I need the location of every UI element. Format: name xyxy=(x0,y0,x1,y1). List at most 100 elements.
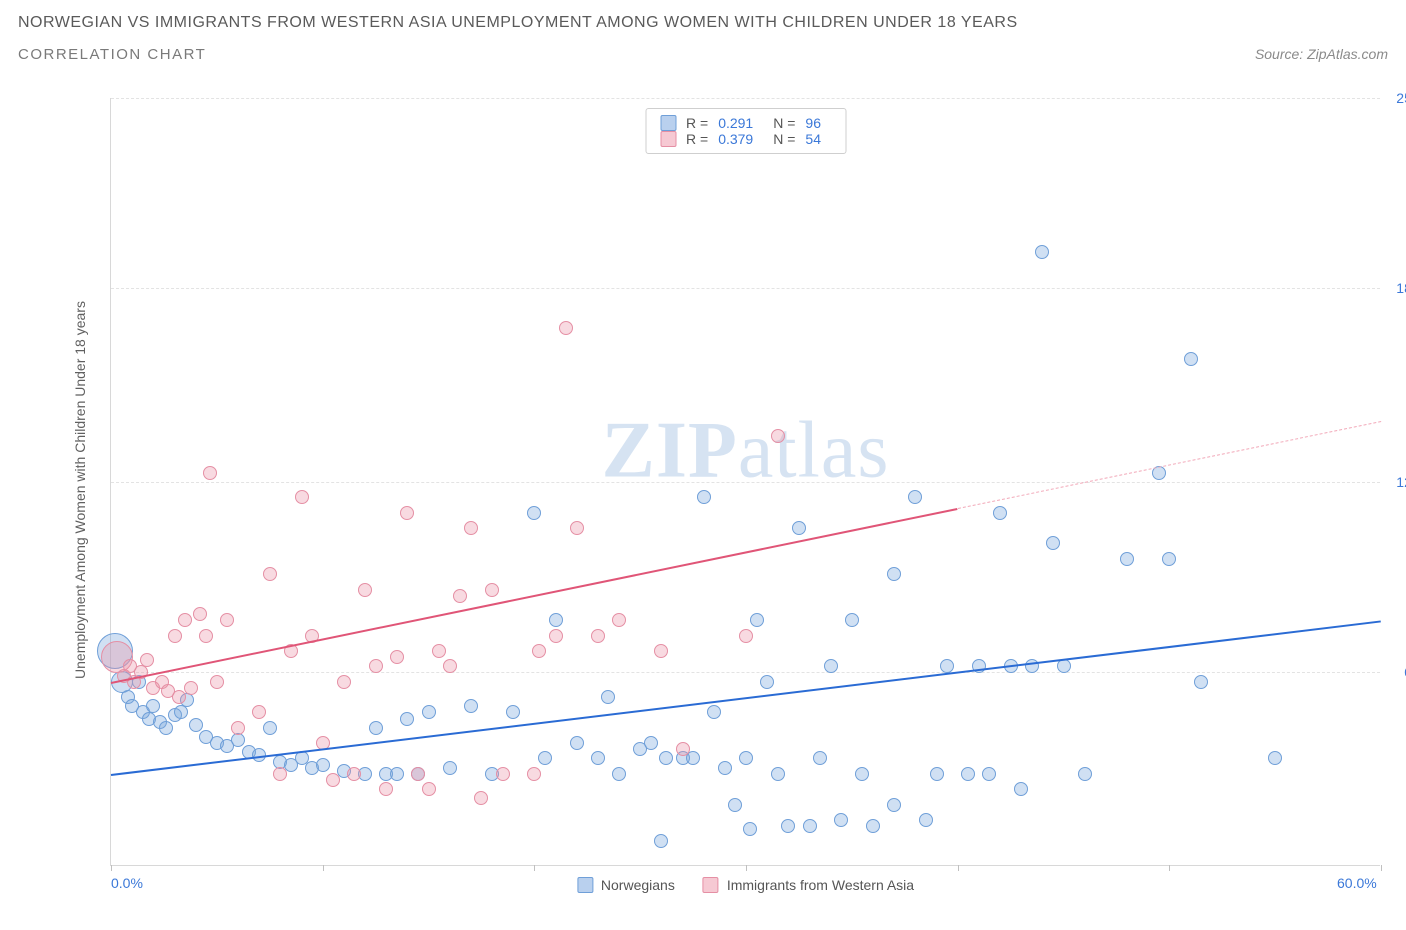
data-point xyxy=(220,613,234,627)
n-label: N = xyxy=(773,131,795,147)
x-tick-label: 60.0% xyxy=(1337,875,1377,891)
data-point xyxy=(887,798,901,812)
data-point xyxy=(347,767,361,781)
data-point xyxy=(866,819,880,833)
data-point xyxy=(453,589,467,603)
data-point xyxy=(189,718,203,732)
data-point xyxy=(591,629,605,643)
data-point xyxy=(908,490,922,504)
data-point xyxy=(263,721,277,735)
data-point xyxy=(654,644,668,658)
data-point xyxy=(337,675,351,689)
trend-line xyxy=(111,508,958,684)
x-tick-mark xyxy=(1169,865,1170,871)
data-point xyxy=(252,705,266,719)
data-point xyxy=(174,705,188,719)
data-point xyxy=(855,767,869,781)
data-point xyxy=(485,583,499,597)
data-point xyxy=(379,782,393,796)
y-tick-label: 12.5% xyxy=(1396,474,1406,490)
data-point xyxy=(538,751,552,765)
data-point xyxy=(184,681,198,695)
data-point xyxy=(549,613,563,627)
data-point xyxy=(422,705,436,719)
data-point xyxy=(369,721,383,735)
data-point xyxy=(771,767,785,781)
stats-row: R =0.291N =96 xyxy=(660,115,831,131)
source-label: Source: ZipAtlas.com xyxy=(1255,46,1388,62)
data-point xyxy=(739,629,753,643)
data-point xyxy=(707,705,721,719)
data-point xyxy=(961,767,975,781)
data-point xyxy=(1035,245,1049,259)
data-point xyxy=(464,699,478,713)
data-point xyxy=(771,429,785,443)
r-value: 0.379 xyxy=(718,131,753,147)
data-point xyxy=(506,705,520,719)
x-tick-mark xyxy=(111,865,112,871)
data-point xyxy=(601,690,615,704)
stats-box: R =0.291N =96R =0.379N =54 xyxy=(645,108,846,154)
data-point xyxy=(612,767,626,781)
series-swatch xyxy=(660,115,676,131)
data-point xyxy=(803,819,817,833)
data-point xyxy=(390,650,404,664)
r-label: R = xyxy=(686,115,708,131)
y-axis-label: Unemployment Among Women with Children U… xyxy=(72,301,88,679)
data-point xyxy=(178,613,192,627)
data-point xyxy=(199,629,213,643)
grid-line xyxy=(111,98,1380,99)
data-point xyxy=(527,506,541,520)
x-tick-mark xyxy=(1381,865,1382,871)
data-point xyxy=(1194,675,1208,689)
series-legend: NorwegiansImmigrants from Western Asia xyxy=(577,877,914,893)
data-point xyxy=(549,629,563,643)
data-point xyxy=(739,751,753,765)
data-point xyxy=(358,583,372,597)
chart-title: NORWEGIAN VS IMMIGRANTS FROM WESTERN ASI… xyxy=(18,14,1388,32)
data-point xyxy=(432,644,446,658)
data-point xyxy=(813,751,827,765)
data-point xyxy=(559,321,573,335)
data-point xyxy=(159,721,173,735)
data-point xyxy=(1162,552,1176,566)
r-value: 0.291 xyxy=(718,115,753,131)
y-tick-label: 18.8% xyxy=(1396,280,1406,296)
series-swatch xyxy=(703,877,719,893)
data-point xyxy=(203,466,217,480)
data-point xyxy=(1078,767,1092,781)
x-tick-mark xyxy=(958,865,959,871)
data-point xyxy=(781,819,795,833)
n-value: 96 xyxy=(805,115,821,131)
data-point xyxy=(654,834,668,848)
legend-item: Norwegians xyxy=(577,877,675,893)
grid-line xyxy=(111,672,1380,673)
grid-line xyxy=(111,288,1380,289)
x-tick-mark xyxy=(534,865,535,871)
data-point xyxy=(659,751,673,765)
series-swatch xyxy=(577,877,593,893)
data-point xyxy=(210,675,224,689)
data-point xyxy=(743,822,757,836)
data-point xyxy=(263,567,277,581)
data-point xyxy=(443,761,457,775)
data-point xyxy=(496,767,510,781)
data-point xyxy=(1046,536,1060,550)
plot-area: ZIPatlas R =0.291N =96R =0.379N =54 Norw… xyxy=(110,98,1380,866)
data-point xyxy=(644,736,658,750)
data-point xyxy=(146,699,160,713)
x-tick-label: 0.0% xyxy=(111,875,143,891)
data-point xyxy=(1184,352,1198,366)
legend-label: Norwegians xyxy=(601,877,675,893)
data-point xyxy=(411,767,425,781)
data-point xyxy=(422,782,436,796)
data-point xyxy=(464,521,478,535)
data-point xyxy=(168,629,182,643)
data-point xyxy=(316,758,330,772)
data-point xyxy=(570,736,584,750)
data-point xyxy=(930,767,944,781)
data-point xyxy=(231,733,245,747)
correlation-chart: Unemployment Among Women with Children U… xyxy=(50,90,1390,890)
data-point xyxy=(474,791,488,805)
data-point xyxy=(686,751,700,765)
